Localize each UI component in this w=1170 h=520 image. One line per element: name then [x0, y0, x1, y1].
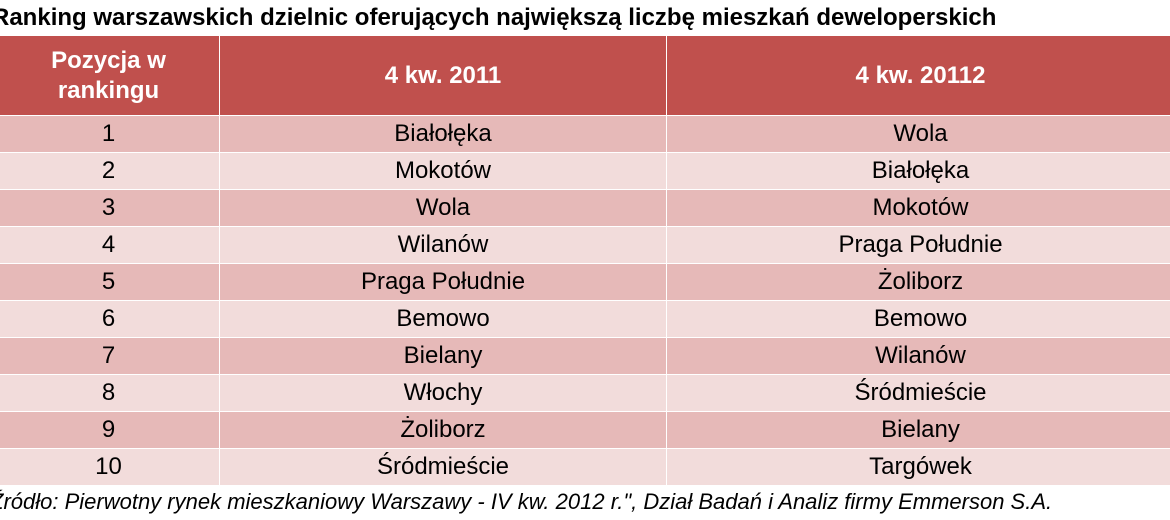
- header-q4-2011: 4 kw. 2011: [220, 36, 667, 116]
- ranking-table: Pozycja w rankingu 4 kw. 2011 4 kw. 2011…: [0, 36, 1170, 486]
- district-2012-cell: Praga Południe: [667, 227, 1170, 264]
- district-2012-cell: Bielany: [667, 412, 1170, 449]
- district-2012-cell: Targówek: [667, 449, 1170, 486]
- header-q4-2012: 4 kw. 20112: [667, 36, 1170, 116]
- district-2011-cell: Praga Południe: [220, 264, 667, 301]
- district-2012-cell: Bemowo: [667, 301, 1170, 338]
- table-row: 9 Żoliborz Bielany: [0, 412, 1170, 449]
- district-2011-cell: Wilanów: [220, 227, 667, 264]
- district-2012-cell: Wola: [667, 116, 1170, 153]
- district-2011-cell: Włochy: [220, 375, 667, 412]
- rank-cell: 9: [0, 412, 220, 449]
- table-row: 1 Białołęka Wola: [0, 116, 1170, 153]
- district-2011-cell: Wola: [220, 190, 667, 227]
- table-title: Ranking warszawskich dzielnic oferującyc…: [0, 4, 997, 31]
- district-2011-cell: Mokotów: [220, 153, 667, 190]
- district-2011-cell: Białołęka: [220, 116, 667, 153]
- district-2011-cell: Śródmieście: [220, 449, 667, 486]
- rank-cell: 7: [0, 338, 220, 375]
- rank-cell: 3: [0, 190, 220, 227]
- rank-cell: 1: [0, 116, 220, 153]
- district-2012-cell: Białołęka: [667, 153, 1170, 190]
- rank-cell: 8: [0, 375, 220, 412]
- district-2012-cell: Żoliborz: [667, 264, 1170, 301]
- table-row: 6 Bemowo Bemowo: [0, 301, 1170, 338]
- rank-cell: 2: [0, 153, 220, 190]
- table-row: 4 Wilanów Praga Południe: [0, 227, 1170, 264]
- table-row: 10 Śródmieście Targówek: [0, 449, 1170, 486]
- district-2012-cell: Wilanów: [667, 338, 1170, 375]
- table-row: 3 Wola Mokotów: [0, 190, 1170, 227]
- district-2011-cell: Żoliborz: [220, 412, 667, 449]
- district-2012-cell: Mokotów: [667, 190, 1170, 227]
- district-2011-cell: Bemowo: [220, 301, 667, 338]
- rank-cell: 4: [0, 227, 220, 264]
- header-position: Pozycja w rankingu: [0, 36, 220, 116]
- rank-cell: 10: [0, 449, 220, 486]
- table-row: 5 Praga Południe Żoliborz: [0, 264, 1170, 301]
- rank-cell: 6: [0, 301, 220, 338]
- table-row: 2 Mokotów Białołęka: [0, 153, 1170, 190]
- table-row: 8 Włochy Śródmieście: [0, 375, 1170, 412]
- source-note: Źródło: Pierwotny rynek mieszkaniowy War…: [0, 489, 1053, 514]
- district-2011-cell: Bielany: [220, 338, 667, 375]
- rank-cell: 5: [0, 264, 220, 301]
- district-2012-cell: Śródmieście: [667, 375, 1170, 412]
- table-row: 7 Bielany Wilanów: [0, 338, 1170, 375]
- table-header-row: Pozycja w rankingu 4 kw. 2011 4 kw. 2011…: [0, 36, 1170, 116]
